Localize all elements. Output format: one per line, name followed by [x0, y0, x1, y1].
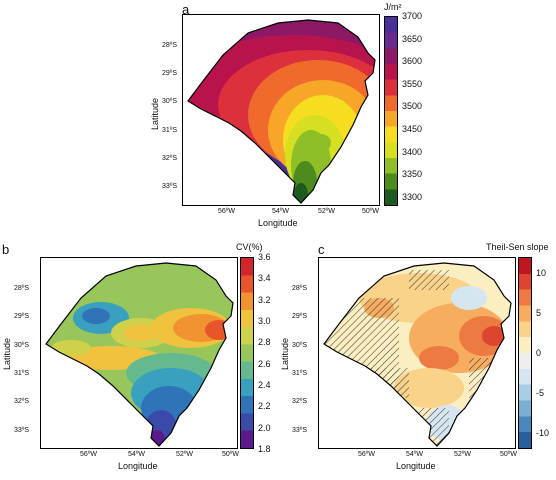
- colorbar-a: [384, 16, 398, 206]
- colorbar-b: [240, 257, 254, 449]
- colorbar-a-tick: 3600: [402, 56, 423, 67]
- colorbar-a-tick: 3650: [402, 33, 423, 44]
- map-b-xtick: 56ºW: [80, 451, 97, 458]
- colorbar-a-tick: 3550: [402, 78, 423, 89]
- map-c-fill: [324, 263, 511, 446]
- map-b-ytick: 28ºS: [14, 285, 30, 292]
- colorbar-a-tick: 3450: [402, 124, 423, 135]
- map-c-xtick: 52ºW: [454, 451, 471, 458]
- colorbar-c-tick: -5: [536, 388, 545, 398]
- colorbar-b-tick: 2.4: [258, 380, 271, 390]
- map-c-svg: [323, 262, 512, 447]
- colorbar-c-tick: 5: [536, 308, 542, 318]
- map-b-ytick: 29ºS: [14, 313, 30, 320]
- map-a-xtick: 50ºW: [362, 208, 379, 215]
- map-c-xtick: 56ºW: [358, 451, 375, 458]
- colorbar-b-tick: 3.0: [258, 316, 271, 326]
- panel-c: c: [278, 240, 556, 480]
- map-b-ytick: 30ºS: [14, 342, 30, 349]
- colorbar-c-tick: -10: [536, 428, 550, 438]
- map-a-ytick: 30ºS: [162, 98, 178, 105]
- colorbar-b-tick: 3.4: [258, 273, 271, 284]
- colorbar-b-tick: 2.6: [258, 358, 271, 369]
- map-b-fill: [46, 263, 233, 446]
- map-a-svg: [187, 19, 376, 204]
- map-c-ylabel: Latitude: [280, 337, 290, 370]
- map-c-ytick: 33ºS: [292, 427, 308, 434]
- map-c-xtick: 50ºW: [500, 451, 517, 458]
- map-c-xlabel: Longitude: [396, 461, 436, 471]
- colorbar-c-tick: 0: [536, 348, 542, 358]
- colorbar-b-tick: 2.2: [258, 401, 271, 412]
- map-b-ytick: 31ºS: [14, 370, 30, 377]
- panel-a: a 28ºS 29ºS 30ºS: [150, 2, 423, 228]
- map-b-svg: [45, 262, 234, 447]
- map-a-ytick: 28ºS: [162, 42, 178, 49]
- map-c-ytick: 29ºS: [292, 313, 308, 320]
- colorbar-b-title: CV(%): [236, 242, 263, 252]
- map-b-ylabel: Latitude: [2, 337, 12, 370]
- map-a-ytick: 33ºS: [162, 183, 178, 190]
- map-b-ytick: 33ºS: [14, 427, 30, 434]
- map-a-xlabel: Longitude: [258, 218, 298, 228]
- map-b-xtick: 54ºW: [128, 451, 145, 458]
- map-c-xtick: 54ºW: [406, 451, 423, 458]
- map-c-ytick: 31ºS: [292, 370, 308, 377]
- colorbar-c-title: Theil-Sen slope: [486, 242, 549, 252]
- map-c-ytick: 28ºS: [292, 285, 308, 292]
- map-b-xlabel: Longitude: [118, 461, 158, 471]
- map-c-ytick: 32ºS: [292, 398, 308, 405]
- colorbar-b-tick: 3.6: [258, 252, 271, 262]
- colorbar-b-tick: 2.0: [258, 422, 271, 433]
- map-c-ytick: 30ºS: [292, 342, 308, 349]
- map-a-xtick: 54ºW: [272, 208, 289, 215]
- colorbar-c-tick: 10: [536, 268, 547, 278]
- map-a-ytick: 32ºS: [162, 155, 178, 162]
- map-a-ylabel: Latitude: [150, 97, 160, 130]
- panel-letter-c: c: [318, 242, 325, 257]
- colorbar-a-tick: 3400: [402, 146, 423, 157]
- colorbar-c: [518, 257, 532, 449]
- map-a-xtick: 56ºW: [218, 208, 235, 215]
- panel-letter-a: a: [182, 2, 190, 17]
- map-a: [182, 14, 380, 206]
- colorbar-a-title: J/m²: [384, 2, 402, 12]
- map-a-xtick: 52ºW: [318, 208, 335, 215]
- panel-letter-b: b: [2, 242, 10, 257]
- colorbar-b-tick: 1.8: [258, 444, 271, 454]
- colorbar-b-tick: 2.8: [258, 337, 271, 348]
- colorbar-a-tick: 3700: [402, 11, 423, 21]
- map-b-ytick: 32ºS: [14, 398, 30, 405]
- map-a-ytick: 31ºS: [162, 127, 178, 134]
- map-b: [40, 257, 238, 449]
- colorbar-a-tick: 3500: [402, 101, 423, 112]
- colorbar-a-tick: 3350: [402, 169, 423, 180]
- map-b-xtick: 52ºW: [176, 451, 193, 458]
- map-a-fill: [188, 20, 375, 203]
- colorbar-a-tick: 3300: [402, 191, 423, 202]
- colorbar-b-tick: 3.2: [258, 294, 271, 305]
- map-b-xtick: 50ºW: [222, 451, 239, 458]
- map-a-ytick: 29ºS: [162, 70, 178, 77]
- map-c: [318, 257, 516, 449]
- panel-b: b 2: [0, 240, 278, 480]
